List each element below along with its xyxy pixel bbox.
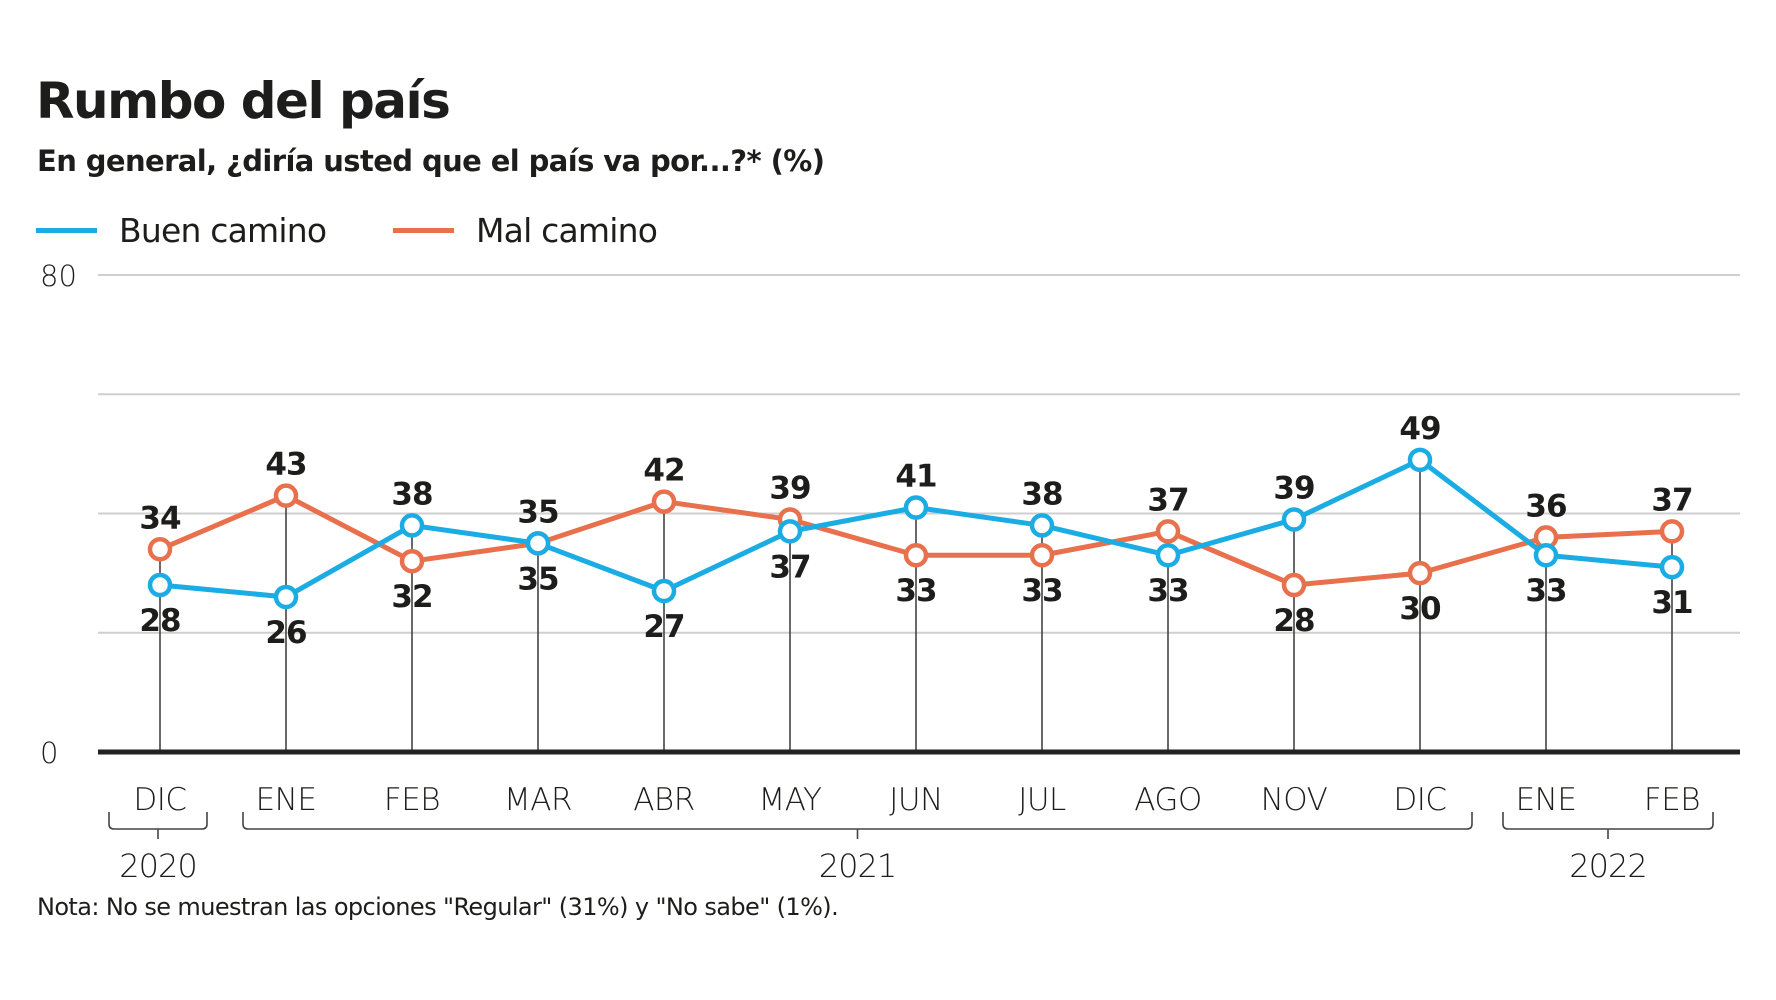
marker-buen-camino (903, 495, 929, 520)
legend-swatch-buen-camino (36, 227, 97, 233)
marker-mal-camino (1281, 572, 1307, 598)
data-label-buen-camino: 49 (1399, 411, 1440, 447)
marker-buen-camino (1155, 542, 1181, 568)
data-label-buen-camino: 35 (517, 561, 558, 597)
y-tick-label: 80 (40, 259, 77, 293)
x-tick-label: ENE (256, 782, 317, 818)
data-label-mal-camino: 39 (769, 470, 810, 506)
marker-mal-camino (273, 483, 299, 508)
grid-lines (98, 274, 1740, 634)
data-label-mal-camino: 42 (643, 453, 684, 489)
data-label-mal-camino: 28 (1273, 603, 1314, 639)
marker-buen-camino (1407, 447, 1433, 473)
x-tick-label: NOV (1261, 782, 1328, 818)
data-label-buen-camino: 31 (1651, 585, 1692, 621)
legend-label-mal-camino: Mal camino (476, 210, 658, 250)
legend-label-buen-camino: Buen camino (119, 210, 327, 250)
legend-item-mal-camino: Mal camino (393, 210, 658, 250)
marker-buen-camino (147, 572, 173, 598)
x-tick-label: MAY (759, 782, 823, 818)
marker-buen-camino (1659, 554, 1685, 580)
year-label: 2022 (1569, 847, 1646, 885)
marker-mal-camino (651, 489, 677, 514)
marker-mal-camino (399, 548, 425, 574)
year-label: 2020 (119, 847, 196, 885)
marker-mal-camino (1029, 542, 1055, 568)
y-tick-label: 0 (40, 736, 58, 770)
data-label-mal-camino: 36 (1525, 488, 1566, 524)
marker-buen-camino (651, 578, 677, 604)
x-tick-label: FEB (384, 782, 440, 818)
data-label-mal-camino: 32 (391, 579, 432, 615)
legend-swatch-mal-camino (393, 227, 454, 233)
marker-mal-camino (147, 537, 173, 562)
marker-buen-camino (777, 519, 803, 544)
x-tick-label: JUN (889, 782, 943, 818)
marker-buen-camino (399, 513, 425, 538)
data-label-buen-camino: 39 (1273, 470, 1314, 506)
x-tick-label: AGO (1134, 782, 1202, 818)
x-tick-label: MAR (504, 782, 572, 818)
data-label-mal-camino: 37 (1651, 482, 1692, 518)
marker-mal-camino (1407, 560, 1433, 586)
series-markers (147, 447, 1685, 610)
data-label-buen-camino: 26 (265, 615, 306, 651)
x-tick-label: ENE (1516, 782, 1577, 818)
marker-buen-camino (1029, 513, 1055, 538)
marker-mal-camino (903, 542, 929, 568)
data-label-buen-camino: 37 (769, 549, 810, 585)
marker-buen-camino (1533, 542, 1559, 568)
marker-buen-camino (525, 531, 551, 556)
data-label-mal-camino: 33 (1021, 573, 1062, 609)
data-label-buen-camino: 33 (1147, 573, 1188, 609)
data-label-mal-camino: 30 (1399, 591, 1441, 627)
year-label: 2021 (819, 847, 896, 885)
x-tick-label: DIC (133, 782, 186, 818)
x-tick-label: DIC (1393, 782, 1446, 818)
footnote: Nota: No se muestran las opciones "Regul… (37, 893, 839, 921)
data-label-buen-camino: 41 (895, 459, 936, 495)
marker-mal-camino (1155, 519, 1181, 544)
data-label-mal-camino: 35 (517, 494, 558, 530)
marker-buen-camino (1281, 507, 1307, 532)
x-tick-label: FEB (1644, 782, 1700, 818)
data-label-buen-camino: 38 (391, 476, 432, 512)
data-label-buen-camino: 38 (1021, 476, 1062, 512)
tick-labels: 0 80 DIC ENE FEB MAR ABR MAY JUN JUL AGO NOV DIC ENE F… (40, 259, 1714, 885)
x-tick-label: JUL (1018, 782, 1066, 818)
x-tick-label: ABR (633, 782, 695, 818)
legend-item-buen-camino: Buen camino (36, 210, 327, 250)
data-label-mal-camino: 43 (265, 447, 306, 483)
data-label-mal-camino: 34 (139, 500, 181, 536)
data-label-mal-camino: 33 (895, 573, 936, 609)
data-label-mal-camino: 37 (1147, 482, 1188, 518)
marker-mal-camino (1659, 519, 1685, 544)
data-label-buen-camino: 27 (643, 609, 684, 645)
chart-subtitle: En general, ¿diría usted que el país va … (37, 144, 825, 178)
data-label-buen-camino: 28 (139, 603, 180, 639)
chart-title: Rumbo del país (36, 72, 451, 130)
marker-buen-camino (273, 584, 299, 610)
data-labels: 34 28 43 26 32 38 35 35 42 27 39 37 33 41 33 38 37 33 28 39… (139, 411, 1693, 651)
data-label-buen-camino: 33 (1525, 573, 1566, 609)
